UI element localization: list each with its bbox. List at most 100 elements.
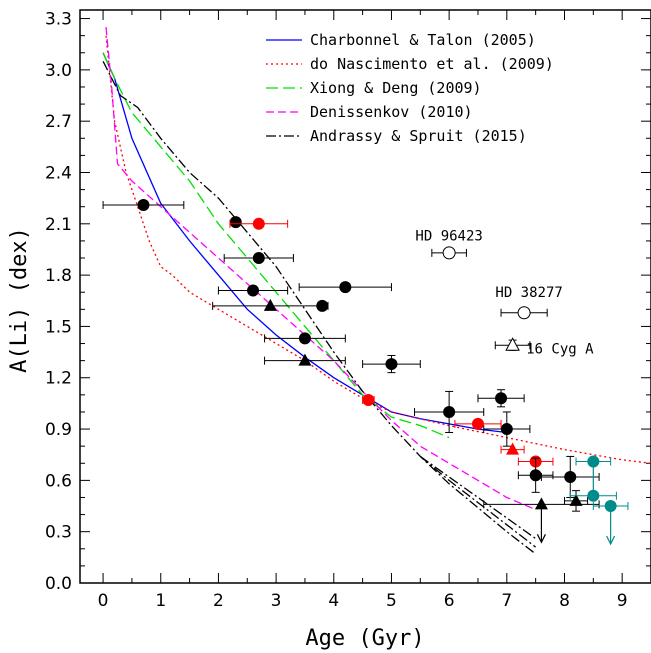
data-point bbox=[362, 355, 421, 374]
data-point bbox=[298, 281, 392, 294]
data-point bbox=[569, 489, 617, 502]
legend-label: Xiong & Deng (2009) bbox=[310, 79, 482, 97]
legend-label: Andrassy & Spruit (2015) bbox=[310, 127, 527, 145]
x-tick-label: 8 bbox=[559, 591, 570, 611]
x-tick-label: 0 bbox=[98, 591, 109, 611]
y-tick-label: 2.7 bbox=[45, 112, 72, 132]
tick-labels: 0 1 2 3 4 5 6 7 8 9 0.0 0.3 0.6 0.9 1.2 1.5 1.8 2.1 2.4 2.7… bbox=[45, 10, 628, 611]
marker-triangle bbox=[298, 353, 312, 366]
marker-circle bbox=[500, 423, 513, 436]
data-point bbox=[477, 389, 525, 408]
marker-circle bbox=[339, 281, 352, 294]
marker-circle bbox=[316, 299, 329, 312]
data-point bbox=[362, 393, 375, 406]
marker-circle bbox=[495, 392, 508, 405]
data-point bbox=[264, 353, 346, 366]
marker-circle bbox=[443, 405, 456, 418]
marker-circle bbox=[137, 198, 150, 211]
marker-circle bbox=[587, 489, 600, 502]
x-tick-label: 6 bbox=[444, 591, 455, 611]
marker-triangle bbox=[506, 442, 520, 455]
y-tick-label: 0.6 bbox=[45, 471, 72, 491]
data-point bbox=[483, 497, 600, 544]
data-point bbox=[431, 246, 467, 260]
y-tick-label: 1.8 bbox=[45, 266, 72, 286]
x-tick-label: 2 bbox=[213, 591, 224, 611]
marker-circle bbox=[252, 217, 265, 230]
marker-circle bbox=[298, 332, 311, 345]
y-tick-label: 2.1 bbox=[45, 215, 72, 235]
data-point bbox=[229, 216, 242, 229]
data-point bbox=[500, 306, 548, 320]
data-point bbox=[217, 284, 289, 297]
x-tick-label: 4 bbox=[328, 591, 339, 611]
x-tick-label: 3 bbox=[271, 591, 282, 611]
data-point bbox=[483, 411, 531, 447]
x-tick-label: 1 bbox=[155, 591, 166, 611]
marker-circle bbox=[564, 470, 577, 483]
legend: Charbonnel & Talon (2005) do Nascimento e… bbox=[266, 31, 554, 145]
marker-circle bbox=[604, 500, 617, 513]
data-point bbox=[540, 455, 600, 498]
model-curve-4 bbox=[105, 27, 536, 511]
legend-label: do Nascimento et al. (2009) bbox=[310, 55, 554, 73]
marker-circle bbox=[529, 469, 542, 482]
y-tick-label: 0.3 bbox=[45, 523, 72, 543]
data-point bbox=[102, 198, 185, 211]
model-curve-1 bbox=[102, 52, 507, 434]
axis-ticks bbox=[80, 10, 651, 584]
marker-triangle bbox=[569, 493, 583, 506]
y-tick-label: 2.4 bbox=[45, 163, 72, 183]
y-tick-label: 3.0 bbox=[45, 61, 72, 81]
data-point bbox=[264, 332, 346, 345]
marker-open-triangle bbox=[505, 337, 520, 351]
y-tick-label: 0.0 bbox=[45, 574, 72, 594]
legend-label: Charbonnel & Talon (2005) bbox=[310, 31, 536, 49]
data-point bbox=[454, 417, 502, 430]
upper-limit-arrow bbox=[536, 534, 546, 544]
marker-open-circle bbox=[442, 246, 456, 260]
marker-circle bbox=[229, 216, 242, 229]
data-points bbox=[102, 198, 629, 546]
y-tick-label: 3.3 bbox=[45, 10, 72, 30]
x-tick-label: 5 bbox=[386, 591, 397, 611]
model-curve-5 bbox=[102, 61, 536, 555]
x-axis-title: Age (Gyr) bbox=[305, 626, 424, 651]
model-curves bbox=[102, 27, 651, 555]
marker-circle bbox=[247, 284, 260, 297]
star-label: HD 96423 bbox=[415, 228, 482, 244]
star-label: 16 Cyg A bbox=[526, 342, 594, 358]
marker-circle bbox=[385, 358, 398, 371]
marker-open-circle bbox=[517, 306, 531, 320]
legend-label: Denissenkov (2010) bbox=[310, 103, 473, 121]
y-tick-label: 1.2 bbox=[45, 369, 72, 389]
data-point bbox=[563, 490, 589, 512]
x-tick-label: 9 bbox=[617, 591, 628, 611]
marker-triangle bbox=[263, 298, 277, 311]
plot-frame bbox=[79, 9, 651, 584]
model-curve-3 bbox=[102, 52, 450, 439]
marker-circle bbox=[471, 417, 484, 430]
model-curve-extra-1 bbox=[419, 455, 536, 540]
y-tick-label: 1.5 bbox=[45, 317, 72, 337]
data-point bbox=[316, 299, 329, 312]
data-point bbox=[592, 500, 629, 546]
data-point bbox=[212, 298, 329, 311]
y-axis-title: A(Li) (dex) bbox=[7, 227, 32, 373]
star-annotations: HD 96423 HD 38277 16 Cyg A bbox=[415, 228, 594, 357]
data-point bbox=[500, 442, 525, 455]
star-label: HD 38277 bbox=[495, 285, 562, 301]
marker-circle bbox=[252, 252, 265, 265]
marker-triangle bbox=[534, 497, 548, 510]
data-point bbox=[223, 252, 294, 265]
data-point bbox=[494, 337, 531, 351]
x-tick-label: 7 bbox=[501, 591, 512, 611]
data-point bbox=[414, 390, 485, 433]
model-curve-extra-2 bbox=[419, 455, 536, 548]
model-curve-2 bbox=[105, 35, 651, 464]
upper-limit-arrow bbox=[606, 535, 616, 546]
data-point bbox=[229, 217, 289, 230]
marker-circle bbox=[587, 455, 600, 468]
data-point bbox=[517, 457, 554, 493]
